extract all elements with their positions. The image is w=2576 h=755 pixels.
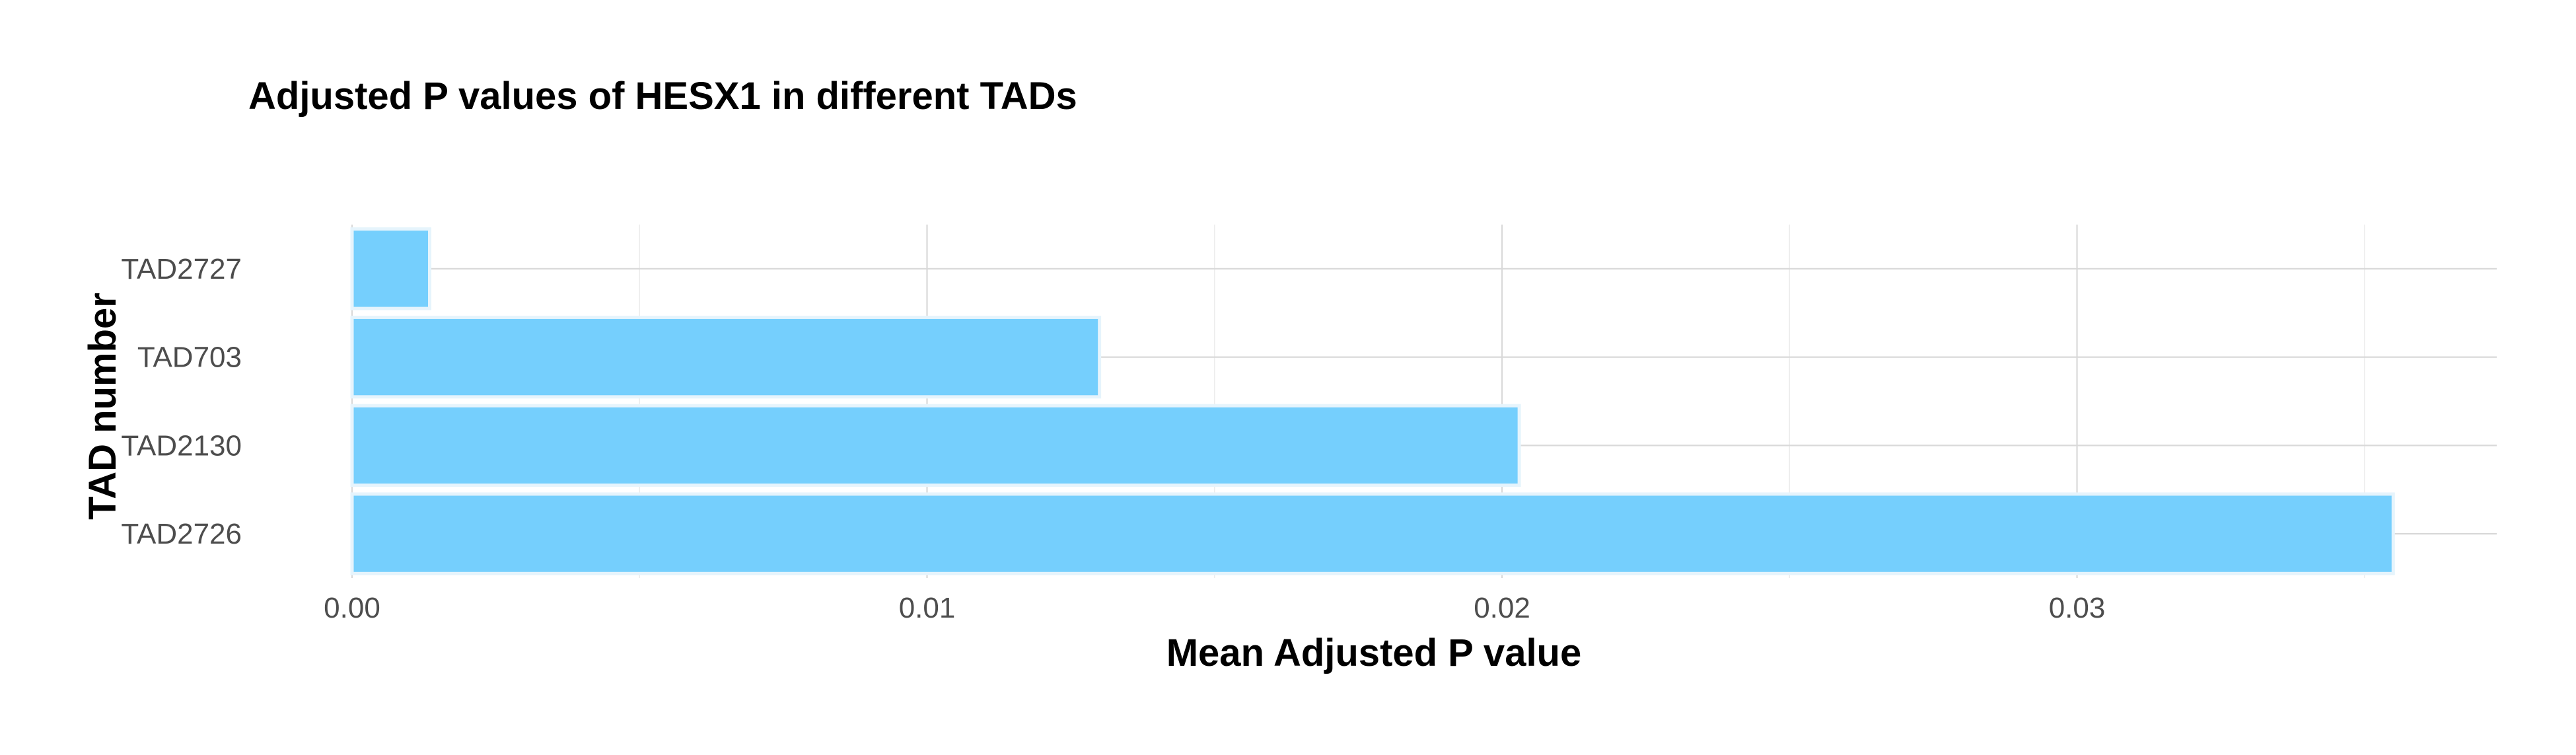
bar-tad703 bbox=[350, 315, 1102, 399]
bar-tad2726 bbox=[350, 492, 2395, 575]
x-tick-label: 0.01 bbox=[899, 592, 956, 624]
bar-tad2727 bbox=[350, 227, 432, 310]
x-tick-labels: 0.00 0.01 0.02 0.03 bbox=[324, 592, 2105, 624]
chart-title: Adjusted P values of HESX1 in different … bbox=[248, 75, 1077, 118]
y-axis-title: TAD number bbox=[81, 293, 124, 520]
x-tick-label: 0.02 bbox=[1474, 592, 1530, 624]
bar-tad2130 bbox=[350, 404, 1521, 487]
x-tick-label: 0.03 bbox=[2049, 592, 2106, 624]
y-tick-label: TAD2130 bbox=[121, 429, 242, 462]
y-tick-labels: TAD2727 TAD703 TAD2130 TAD2726 bbox=[121, 253, 242, 550]
x-tick-label: 0.00 bbox=[324, 592, 380, 624]
bars bbox=[350, 227, 2395, 575]
y-tick-label: TAD2726 bbox=[121, 518, 242, 550]
y-tick-label: TAD2727 bbox=[121, 253, 242, 285]
y-tick-label: TAD703 bbox=[137, 342, 242, 374]
x-axis-title: Mean Adjusted P value bbox=[1166, 631, 1582, 674]
